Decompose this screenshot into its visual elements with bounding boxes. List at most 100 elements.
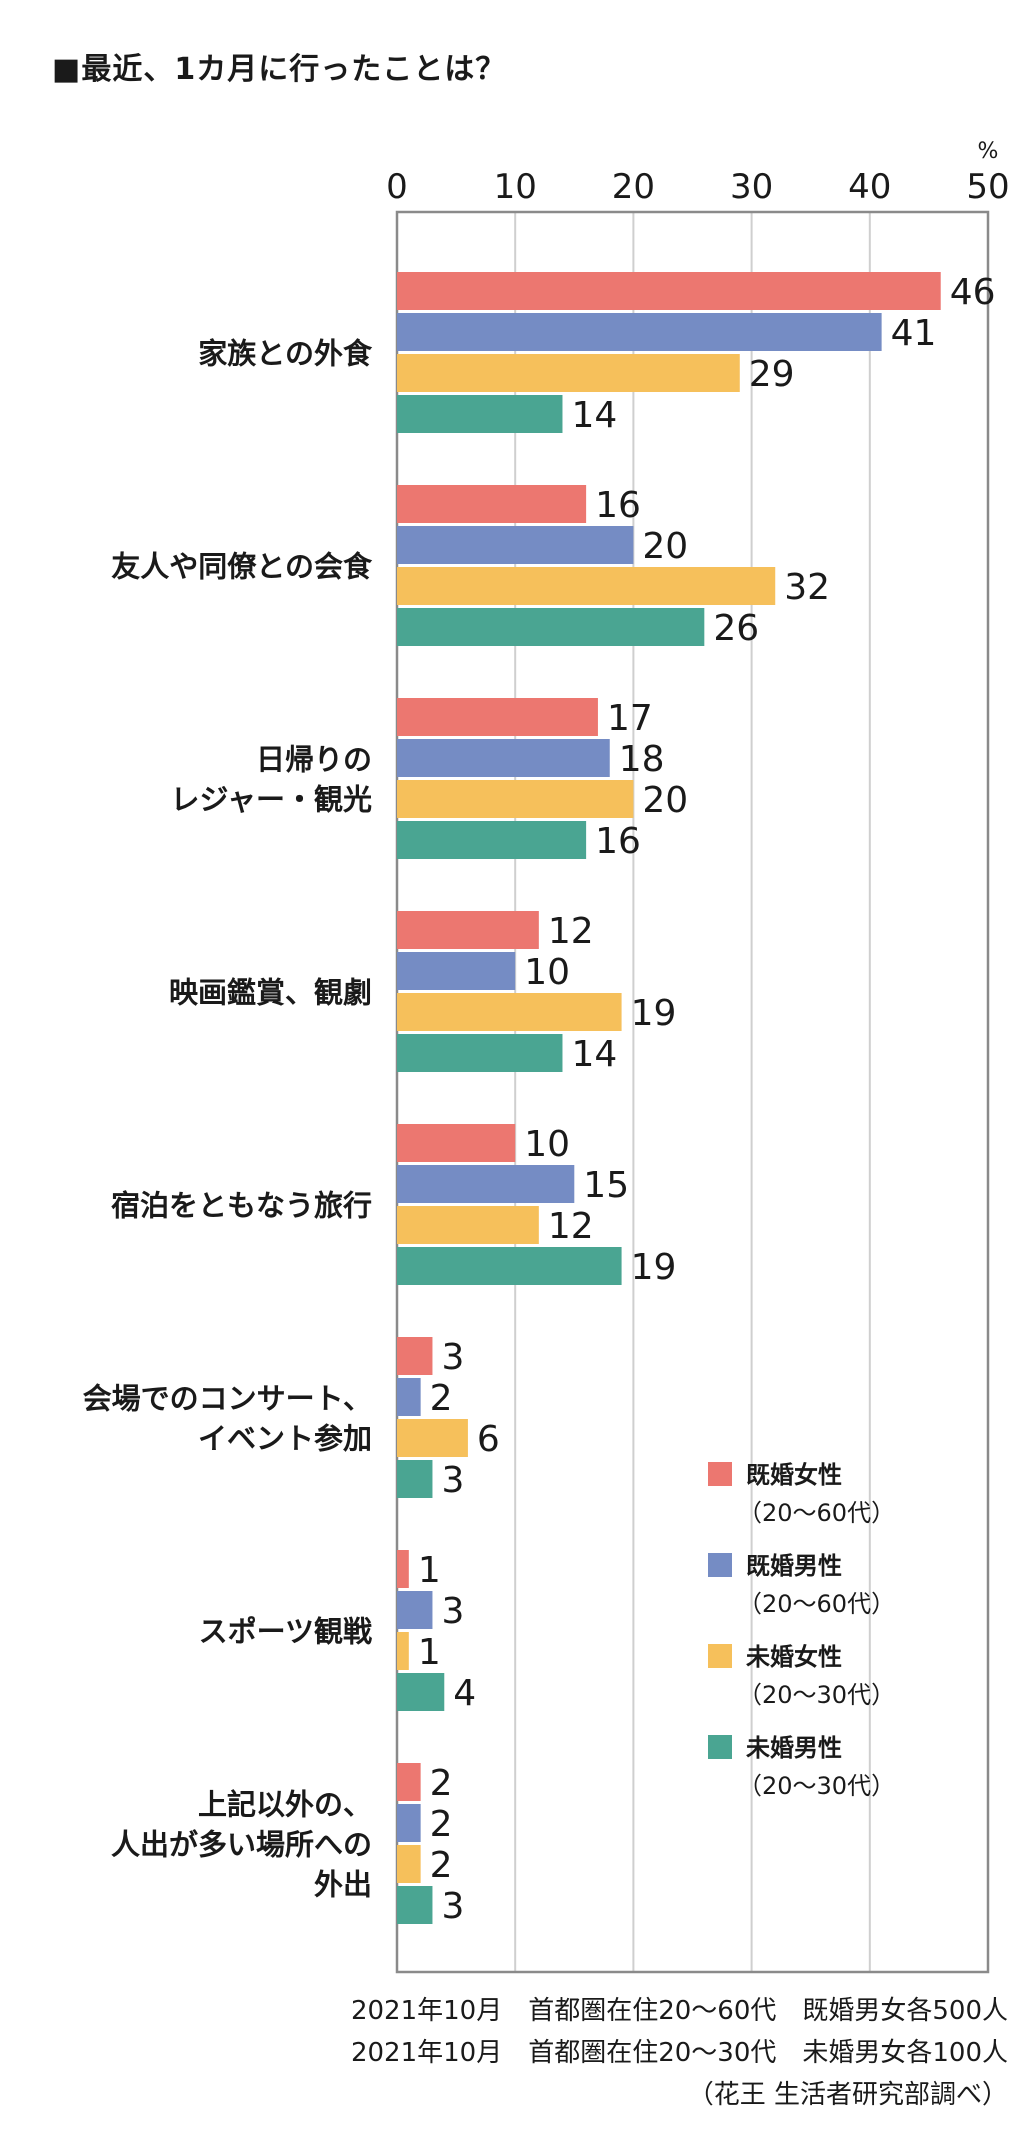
footnote-source: （花王 生活者研究部調べ） <box>687 2080 1008 2110</box>
bar <box>397 739 610 777</box>
x-tick-label-20: 20 <box>612 167 655 207</box>
data-label: 10 <box>524 952 570 993</box>
footnote-2: 2021年10月 首都圏在住20～30代 未婚男女各100人 <box>350 2038 1008 2068</box>
category-label: 日帰りの <box>256 743 372 777</box>
x-tick-label-10: 10 <box>494 167 537 207</box>
data-label: 19 <box>631 993 677 1034</box>
bar <box>397 1763 421 1801</box>
bar <box>397 395 563 433</box>
x-tick-label-30: 30 <box>730 167 773 207</box>
data-label: 1 <box>418 1632 441 1673</box>
bar <box>397 911 539 949</box>
data-label: 15 <box>583 1165 629 1206</box>
legend-sublabel: （20～60代） <box>738 1499 895 1527</box>
category-label: 外出 <box>314 1868 372 1902</box>
data-label: 2 <box>430 1378 453 1419</box>
data-label: 17 <box>607 698 653 739</box>
bar <box>397 1206 539 1244</box>
bar <box>397 272 941 310</box>
category-label: スポーツ観戦 <box>199 1615 372 1649</box>
data-label: 10 <box>524 1124 570 1165</box>
legend-swatch <box>708 1735 732 1759</box>
legend-label: 既婚男性 <box>746 1552 842 1580</box>
category-label: 映画鑑賞、観劇 <box>169 976 372 1010</box>
bar <box>397 608 705 646</box>
data-label: 18 <box>619 739 665 780</box>
legend-label: 未婚女性 <box>746 1643 842 1671</box>
bar <box>397 1804 421 1842</box>
data-label: 26 <box>713 608 759 649</box>
bar <box>397 1845 421 1883</box>
bar <box>397 1419 468 1457</box>
bar <box>397 354 740 392</box>
data-label: 2 <box>430 1763 453 1804</box>
bar <box>397 1337 433 1375</box>
x-tick-label-0: 0 <box>386 167 408 207</box>
bar <box>397 1034 563 1072</box>
bar <box>397 821 587 859</box>
data-label: 12 <box>548 1206 594 1247</box>
footnote-1: 2021年10月 首都圏在住20～60代 既婚男女各500人 <box>350 1996 1008 2026</box>
data-label: 20 <box>642 780 688 821</box>
data-label: 29 <box>749 354 795 395</box>
bar <box>397 1124 516 1162</box>
data-label: 32 <box>784 567 830 608</box>
data-label: 16 <box>595 485 641 526</box>
legend-sublabel: （20～60代） <box>738 1590 895 1618</box>
bar <box>397 1886 433 1924</box>
bar <box>397 1378 421 1416</box>
data-label: 1 <box>418 1550 441 1591</box>
data-label: 3 <box>441 1591 464 1632</box>
bar <box>397 1165 575 1203</box>
data-label: 41 <box>891 313 937 354</box>
x-tick-label-50: 50 <box>966 167 1009 207</box>
bar <box>397 485 587 523</box>
bar <box>397 1460 433 1498</box>
plot-frame <box>395 210 990 1974</box>
legend-swatch <box>708 1644 732 1668</box>
category-label: 宿泊をともなう旅行 <box>111 1189 372 1223</box>
bar <box>397 1550 409 1588</box>
category-label: 上記以外の、 <box>198 1788 372 1822</box>
category-label: 会場でのコンサート、 <box>83 1382 372 1416</box>
category-label: 人出が多い場所への <box>111 1828 372 1862</box>
bar <box>397 993 622 1031</box>
category-label: 友人や同僚との会食 <box>111 550 373 584</box>
data-label: 2 <box>430 1845 453 1886</box>
data-label: 20 <box>642 526 688 567</box>
unit-label: % <box>978 139 999 164</box>
data-label: 3 <box>441 1460 464 1501</box>
chart-title: ■最近、1カ月に行ったことは？ <box>52 52 507 87</box>
data-label: 3 <box>441 1886 464 1927</box>
bar <box>397 1632 409 1670</box>
x-tick-label-40: 40 <box>848 167 891 207</box>
bar <box>397 698 598 736</box>
data-label: 12 <box>548 911 594 952</box>
data-label: 2 <box>430 1804 453 1845</box>
data-label: 14 <box>571 1034 617 1075</box>
data-label: 46 <box>950 272 996 313</box>
legend-label: 未婚男性 <box>746 1734 842 1762</box>
bar <box>397 1673 445 1711</box>
data-label: 6 <box>477 1419 500 1460</box>
data-label: 16 <box>595 821 641 862</box>
category-label: レジャー・観光 <box>170 783 372 817</box>
data-label: 14 <box>571 395 617 436</box>
legend-sublabel: （20～30代） <box>738 1681 895 1709</box>
bar <box>397 1247 622 1285</box>
category-label: 家族との外食 <box>198 337 373 371</box>
bar <box>397 567 776 605</box>
data-label: 4 <box>453 1673 476 1714</box>
bar <box>397 313 882 351</box>
category-label: イベント参加 <box>198 1422 372 1456</box>
data-label: 19 <box>631 1247 677 1288</box>
bar <box>397 780 634 818</box>
bar <box>397 952 516 990</box>
data-label: 3 <box>441 1337 464 1378</box>
legend-label: 既婚女性 <box>746 1461 842 1489</box>
legend-swatch <box>708 1553 732 1577</box>
legend-sublabel: （20～30代） <box>738 1772 895 1800</box>
bar <box>397 526 634 564</box>
legend-swatch <box>708 1462 732 1486</box>
